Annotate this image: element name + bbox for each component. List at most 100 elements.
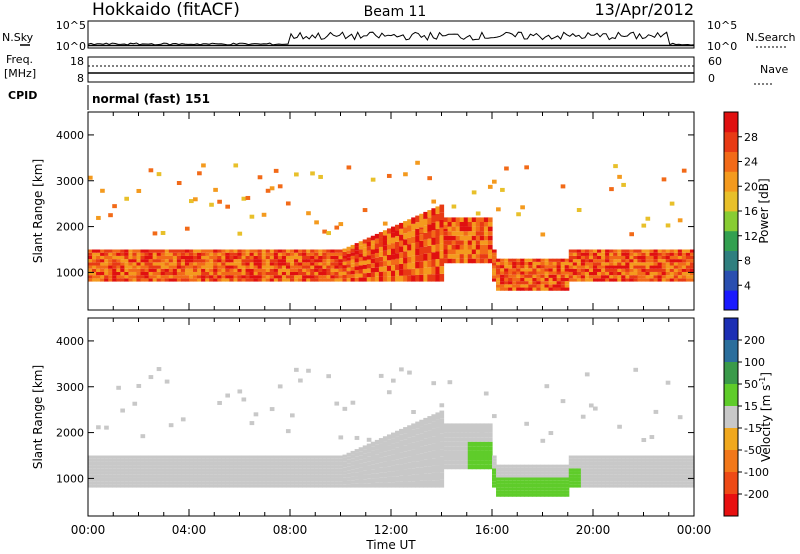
- power-cell-122-3: [580, 268, 586, 272]
- power-cell-136-7: [637, 255, 643, 260]
- power-cell-57-2: [318, 271, 323, 276]
- power-cell-52-5: [298, 262, 303, 266]
- power-cell-140-4: [653, 265, 659, 269]
- velocity-cell-143-8: [665, 458, 671, 462]
- power-cell-69-2: [366, 268, 372, 273]
- velocity-cell-10-5: [128, 468, 134, 472]
- velocity-cell-146-1: [677, 481, 683, 485]
- velocity-cell-93-5: [463, 441, 469, 447]
- velocity-cell-8-4: [120, 471, 125, 475]
- velocity-cell-111-1: [536, 490, 542, 494]
- velocity-cell-146-6: [677, 465, 683, 469]
- velocity-cell-72-4: [378, 462, 384, 468]
- power-cell-7-6: [116, 259, 121, 263]
- velocity-cell-43-8: [261, 458, 267, 462]
- power-cell-91-3: [455, 244, 461, 250]
- velocity-cell-72-3: [378, 467, 384, 473]
- velocity-cell-34-4: [225, 471, 230, 475]
- velocity-cell-17-8: [156, 458, 162, 462]
- velocity-cell-132-4: [621, 471, 626, 475]
- velocity-cell-81-4: [415, 454, 420, 462]
- power-cell-60-8: [330, 252, 336, 256]
- power-cell-112-7: [540, 265, 546, 269]
- power-cell-119-6: [568, 259, 574, 263]
- power-cell-66-1: [354, 273, 360, 278]
- power-cell-52-0: [298, 278, 303, 282]
- velocity-cell-129-6: [609, 465, 614, 469]
- power-cell-10-3: [128, 268, 134, 272]
- velocity-cell-71-2: [374, 473, 380, 479]
- power-cell-23-7: [180, 255, 186, 260]
- velocity-cell-126-0: [597, 484, 602, 488]
- velocity-cell-11-6: [132, 465, 138, 469]
- power-cell-109-6: [528, 268, 533, 272]
- velocity-cell-121-1: [576, 481, 582, 485]
- velocity-cell-12-7: [136, 461, 142, 466]
- velocity-cell-88-1: [443, 460, 449, 465]
- velocity-cell-41-4: [253, 471, 259, 475]
- velocity-cell-74-3: [386, 466, 392, 472]
- velocity-cell-102-7: [500, 471, 505, 475]
- velocity-cell-80-2: [411, 468, 416, 475]
- power-cell-64-2: [346, 271, 352, 275]
- velocity-cell-99-3: [487, 450, 493, 456]
- velocity-cell-84-7: [427, 430, 432, 438]
- power-cell-99-4: [487, 240, 493, 245]
- power-cell-120-9: [572, 249, 578, 253]
- velocity-cell-103-8: [504, 467, 509, 472]
- power-cell-6-4: [112, 265, 117, 269]
- velocity-cell-132-0: [621, 484, 626, 488]
- time-tick-label-6: 00:00: [677, 523, 712, 537]
- velocity-cell-8-9: [120, 455, 125, 459]
- power-cell-113-9: [544, 258, 550, 262]
- velocity-cell-79-0: [407, 481, 412, 488]
- velocity-cell-119-5: [568, 468, 574, 472]
- velocity-upper-47: [277, 384, 283, 389]
- velocity-cell-34-6: [225, 465, 230, 469]
- power-cell-65-0: [350, 277, 356, 282]
- velocity-cell-147-7: [681, 461, 687, 466]
- velocity-cell-45-3: [269, 474, 275, 478]
- power-cell-24-7: [184, 255, 190, 260]
- velocity-cell-133-6: [625, 465, 630, 469]
- power-cell-127-9: [601, 249, 606, 253]
- power-cell-83-2: [423, 260, 428, 268]
- velocity-cell-78-7: [403, 439, 408, 446]
- power-cell-121-1: [576, 275, 582, 279]
- power-cell-36-8: [233, 252, 239, 256]
- power-cell-20-8: [168, 252, 174, 256]
- power-cell-12-8: [136, 252, 142, 256]
- velocity-cell-51-1: [294, 481, 299, 485]
- power-cell-78-3: [403, 257, 408, 264]
- velocity-cell-102-3: [500, 483, 505, 488]
- velocity-cell-141-5: [657, 468, 663, 472]
- power-cell-32-8: [217, 252, 222, 256]
- power-cell-134-9: [629, 249, 634, 253]
- power-cell-80-8: [411, 223, 416, 231]
- velocity-cell-68-3: [362, 470, 368, 475]
- velocity-cell-95-7: [471, 432, 477, 438]
- power-cell-126-2: [597, 271, 602, 276]
- power-cell-38-8: [241, 252, 247, 256]
- power-ytick-label-2: 3000: [56, 175, 84, 188]
- power-cell-103-5: [504, 271, 509, 275]
- velocity-cell-65-8: [350, 454, 356, 459]
- velocity-cell-116-7: [556, 471, 562, 475]
- power-cell-13-1: [140, 275, 146, 279]
- power-cell-20-5: [168, 262, 174, 266]
- velocity-cell-131-1: [617, 481, 622, 485]
- power-cell-21-9: [172, 249, 178, 253]
- power-cell-27-5: [197, 262, 202, 266]
- power-cell-139-4: [649, 265, 655, 269]
- velocity-cell-8-3: [120, 474, 125, 478]
- velocity-cell-146-2: [677, 477, 683, 482]
- power-cell-74-2: [386, 265, 392, 271]
- velocity-cell-74-6: [386, 450, 392, 456]
- velocity-cell-50-5: [290, 468, 295, 472]
- power-cell-12-1: [136, 275, 142, 279]
- power-cell-84-2: [427, 260, 432, 268]
- power-cell-18-6: [160, 259, 166, 263]
- power-cell-148-9: [685, 249, 691, 253]
- velocity-cell-113-4: [544, 480, 550, 484]
